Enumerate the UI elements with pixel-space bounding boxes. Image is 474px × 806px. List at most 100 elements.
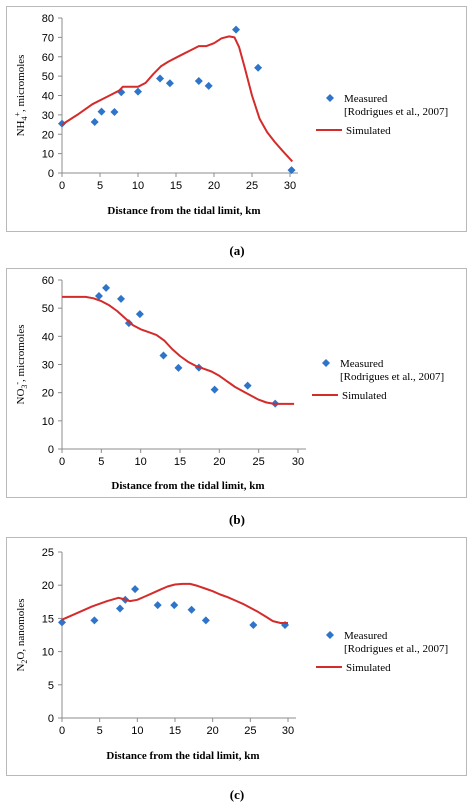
measured-point	[243, 381, 252, 390]
simulated-line	[61, 35, 294, 163]
legend-measured-source: [Rodrigues et al., 2007]	[344, 106, 448, 118]
y-label-sub: 4	[20, 117, 29, 121]
chart-frame-b	[6, 268, 467, 498]
measured-point	[232, 25, 241, 34]
y-axis-label: N2O, nanomoles	[15, 598, 29, 671]
measured-point	[254, 63, 263, 72]
measured-point	[249, 621, 258, 630]
measured-point	[90, 616, 99, 625]
x-tick-label: 10	[131, 725, 143, 737]
y-tick-label: 10	[42, 416, 54, 428]
measured-point	[153, 601, 162, 610]
caption-b: (b)	[229, 512, 245, 527]
x-tick-label: 5	[97, 725, 103, 737]
y-axis-label: NO3-, micromoles	[13, 325, 29, 405]
x-tick-label: 15	[174, 456, 186, 468]
chart-c: 0 5 10 15 20 25 30 0 5 10 15 20 25 Distance from the …	[15, 547, 448, 762]
y-axis-label: NH4+, micromoles	[13, 55, 29, 137]
measured-point	[187, 605, 196, 614]
x-tick-label: 25	[246, 180, 258, 192]
chart-frame-c	[6, 537, 467, 776]
legend-simulated-label: Simulated	[346, 662, 391, 674]
x-tick-label: 20	[207, 725, 219, 737]
y-tick-label: 0	[48, 168, 54, 180]
measured-point	[174, 363, 183, 372]
simulated-line	[62, 295, 295, 405]
y-tick-label: 40	[42, 91, 54, 103]
x-tick-label: 15	[169, 725, 181, 737]
x-tick-label: 5	[97, 180, 103, 192]
y-tick-label: 0	[48, 713, 54, 725]
measured-point	[135, 310, 144, 319]
measured-point	[287, 166, 296, 175]
measured-point	[134, 87, 142, 96]
measured-point	[204, 81, 213, 90]
y-label-rest: O, nanomoles	[15, 598, 27, 659]
y-tick-label: 5	[48, 680, 54, 692]
y-tick-label: 15	[42, 613, 54, 625]
y-label-base: NO	[15, 389, 27, 405]
measured-point	[90, 118, 99, 127]
measured-point	[94, 292, 103, 301]
legend-simulated-label: Simulated	[346, 125, 391, 137]
y-label-base: NH	[15, 120, 27, 136]
y-tick-label: 30	[42, 360, 54, 372]
x-axis-label: Distance from the tidal limit, km	[106, 750, 259, 762]
measured-point	[201, 616, 210, 625]
x-axis-label: Distance from the tidal limit, km	[111, 480, 264, 492]
y-label-sup: +	[13, 112, 22, 117]
x-tick-label: 0	[59, 725, 65, 737]
x-tick-label: 10	[135, 456, 147, 468]
legend-measured-label: Measured	[344, 630, 388, 642]
measured-point	[58, 618, 66, 627]
legend-simulated-label: Simulated	[342, 390, 387, 402]
y-tick-label: 20	[42, 129, 54, 141]
chart-b: 0 5 10 15 20 25 30 0 10 20 30 40 50 60 Distance from t…	[13, 275, 444, 492]
y-tick-label: 60	[42, 52, 54, 64]
y-label-sub: 3	[20, 385, 29, 389]
legend-measured-marker	[326, 94, 334, 102]
y-tick-label: 20	[42, 388, 54, 400]
y-tick-label: 50	[42, 303, 54, 315]
measured-point	[156, 74, 165, 83]
measured-point	[131, 585, 140, 594]
measured-point	[170, 601, 179, 610]
x-tick-label: 25	[253, 456, 265, 468]
legend-measured-marker	[322, 359, 330, 367]
y-tick-label: 30	[42, 110, 54, 122]
y-tick-label: 50	[42, 71, 54, 83]
legend-measured-marker	[326, 631, 334, 639]
measured-point	[280, 621, 289, 630]
y-label-rest: , micromoles	[15, 55, 27, 112]
measured-point	[194, 76, 203, 85]
x-tick-label: 30	[282, 725, 294, 737]
simulated-line	[61, 582, 288, 624]
caption-c: (c)	[229, 787, 245, 802]
measured-point	[210, 385, 219, 394]
x-tick-label: 20	[208, 180, 220, 192]
legend-measured-label: Measured	[340, 358, 384, 370]
x-tick-label: 15	[170, 180, 182, 192]
y-label-sup: -	[13, 382, 22, 385]
chart-a: 0 5 10 15 20 25 30 0 10 20 30 40 50 60 70 80 Distance fr…	[13, 13, 448, 217]
x-tick-label: 5	[98, 456, 104, 468]
y-label-base: N	[15, 664, 27, 672]
measured-point	[117, 294, 125, 303]
x-tick-label: 30	[292, 456, 304, 468]
measured-point	[97, 107, 106, 116]
measured-point	[102, 283, 111, 292]
y-tick-label: 0	[48, 444, 54, 456]
measured-point	[110, 107, 119, 116]
y-tick-label: 25	[42, 547, 54, 559]
x-tick-label: 0	[59, 180, 65, 192]
y-tick-label: 80	[42, 13, 54, 25]
y-label-sub: 2	[20, 660, 29, 664]
y-tick-label: 10	[42, 647, 54, 659]
x-tick-label: 20	[213, 456, 225, 468]
measured-point	[165, 79, 174, 88]
legend-measured-source: [Rodrigues et al., 2007]	[344, 643, 448, 655]
legend-measured-source: [Rodrigues et al., 2007]	[340, 371, 444, 383]
y-tick-label: 10	[42, 149, 54, 161]
y-tick-label: 60	[42, 275, 54, 287]
x-tick-label: 30	[284, 180, 296, 192]
